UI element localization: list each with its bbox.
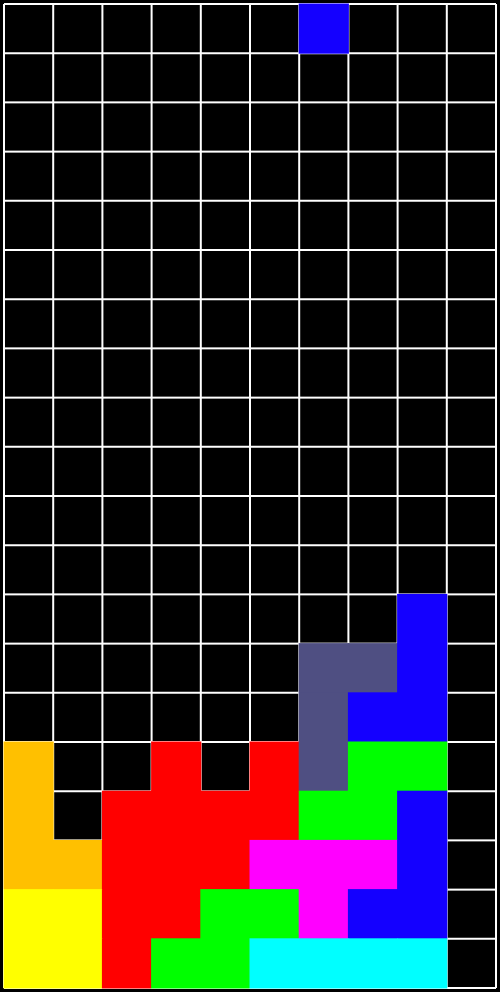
block xyxy=(3,938,54,989)
block xyxy=(298,790,349,841)
block xyxy=(298,692,349,743)
block xyxy=(200,938,251,989)
block xyxy=(397,889,448,940)
block xyxy=(200,790,251,841)
block xyxy=(52,889,103,940)
block xyxy=(397,790,448,841)
block xyxy=(151,790,202,841)
block xyxy=(298,643,349,694)
block xyxy=(151,938,202,989)
block xyxy=(347,839,399,891)
block xyxy=(298,3,349,54)
block xyxy=(249,839,300,891)
block xyxy=(101,790,153,841)
block xyxy=(249,889,300,940)
block xyxy=(347,692,399,743)
block xyxy=(249,741,300,792)
block xyxy=(249,790,300,841)
block xyxy=(3,741,54,792)
block xyxy=(249,938,300,989)
block xyxy=(347,790,399,841)
block xyxy=(3,790,54,841)
block xyxy=(52,938,103,989)
block xyxy=(397,741,448,792)
block xyxy=(200,839,251,891)
block xyxy=(397,593,448,645)
block xyxy=(3,839,54,891)
block xyxy=(397,643,448,694)
block xyxy=(151,889,202,940)
block xyxy=(151,741,202,792)
block xyxy=(298,839,349,891)
block xyxy=(397,839,448,891)
block xyxy=(347,643,399,694)
block xyxy=(151,839,202,891)
block xyxy=(347,938,399,989)
block xyxy=(397,938,448,989)
block xyxy=(298,889,349,940)
block xyxy=(101,889,153,940)
block xyxy=(298,938,349,989)
block xyxy=(3,889,54,940)
block xyxy=(397,692,448,743)
block xyxy=(298,741,349,792)
block xyxy=(200,889,251,940)
block xyxy=(101,938,153,989)
block xyxy=(101,839,153,891)
block xyxy=(347,889,399,940)
block xyxy=(52,839,103,891)
block xyxy=(347,741,399,792)
